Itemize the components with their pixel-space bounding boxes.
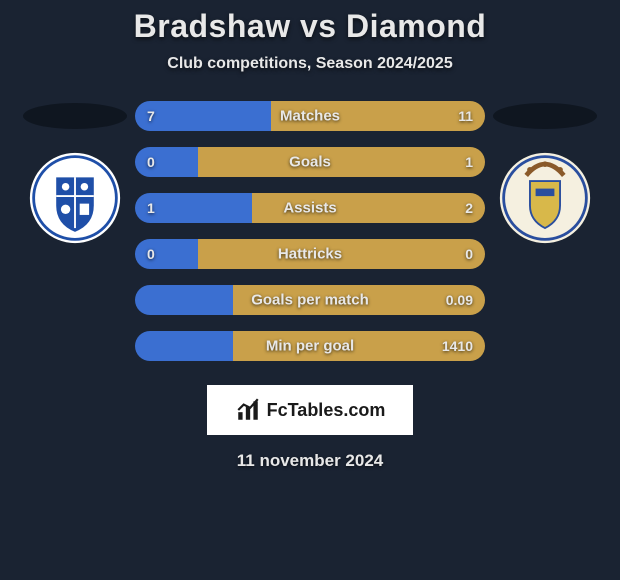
right-player-column [485,101,605,245]
shield-icon [498,151,592,245]
brand-badge[interactable]: FcTables.com [207,385,413,435]
stat-row: Goals per match 0.09 [135,285,485,315]
bar-left-fill [135,285,233,315]
stat-value-right: 1 [465,154,473,170]
left-shadow-ellipse [23,103,127,129]
right-club-crest [498,151,592,245]
chart-icon [235,397,261,423]
stat-row: Goals 0 1 [135,147,485,177]
stat-value-right: 1410 [442,338,473,354]
bar-right-fill [198,147,485,177]
stat-value-left: 1 [147,200,155,216]
stat-label: Min per goal [266,338,354,355]
subtitle: Club competitions, Season 2024/2025 [0,55,620,73]
stat-value-right: 2 [465,200,473,216]
stat-label: Goals per match [251,292,369,309]
bar-left-fill [135,147,198,177]
stat-row: Min per goal 1410 [135,331,485,361]
stat-label: Assists [283,200,336,217]
comparison-card: Bradshaw vs Diamond Club competitions, S… [0,0,620,471]
left-player-column [15,101,135,245]
stat-value-right: 0 [465,246,473,262]
bar-left-fill [135,239,198,269]
stat-row: Assists 1 2 [135,193,485,223]
stat-bars: Matches711Goals01Assists12Hattricks00Goa… [135,101,485,377]
stat-value-right: 0.09 [446,292,473,308]
stat-value-right: 11 [458,108,473,124]
stat-value-left: 0 [147,246,155,262]
stat-label: Hattricks [278,246,342,263]
stat-row: Hattricks 0 0 [135,239,485,269]
main-layout: Matches711Goals01Assists12Hattricks00Goa… [0,101,620,377]
date-label: 11 november 2024 [0,451,620,471]
stat-row: Matches 7 11 [135,101,485,131]
left-club-crest [28,151,122,245]
page-title: Bradshaw vs Diamond [0,8,620,45]
shield-icon [28,151,122,245]
bar-left-fill [135,101,271,131]
brand-label: FcTables.com [267,400,386,421]
right-shadow-ellipse [493,103,597,129]
stat-value-left: 7 [147,108,155,124]
bar-left-fill [135,331,233,361]
stat-label: Matches [280,108,340,125]
stat-value-left: 0 [147,154,155,170]
stat-label: Goals [289,154,331,171]
